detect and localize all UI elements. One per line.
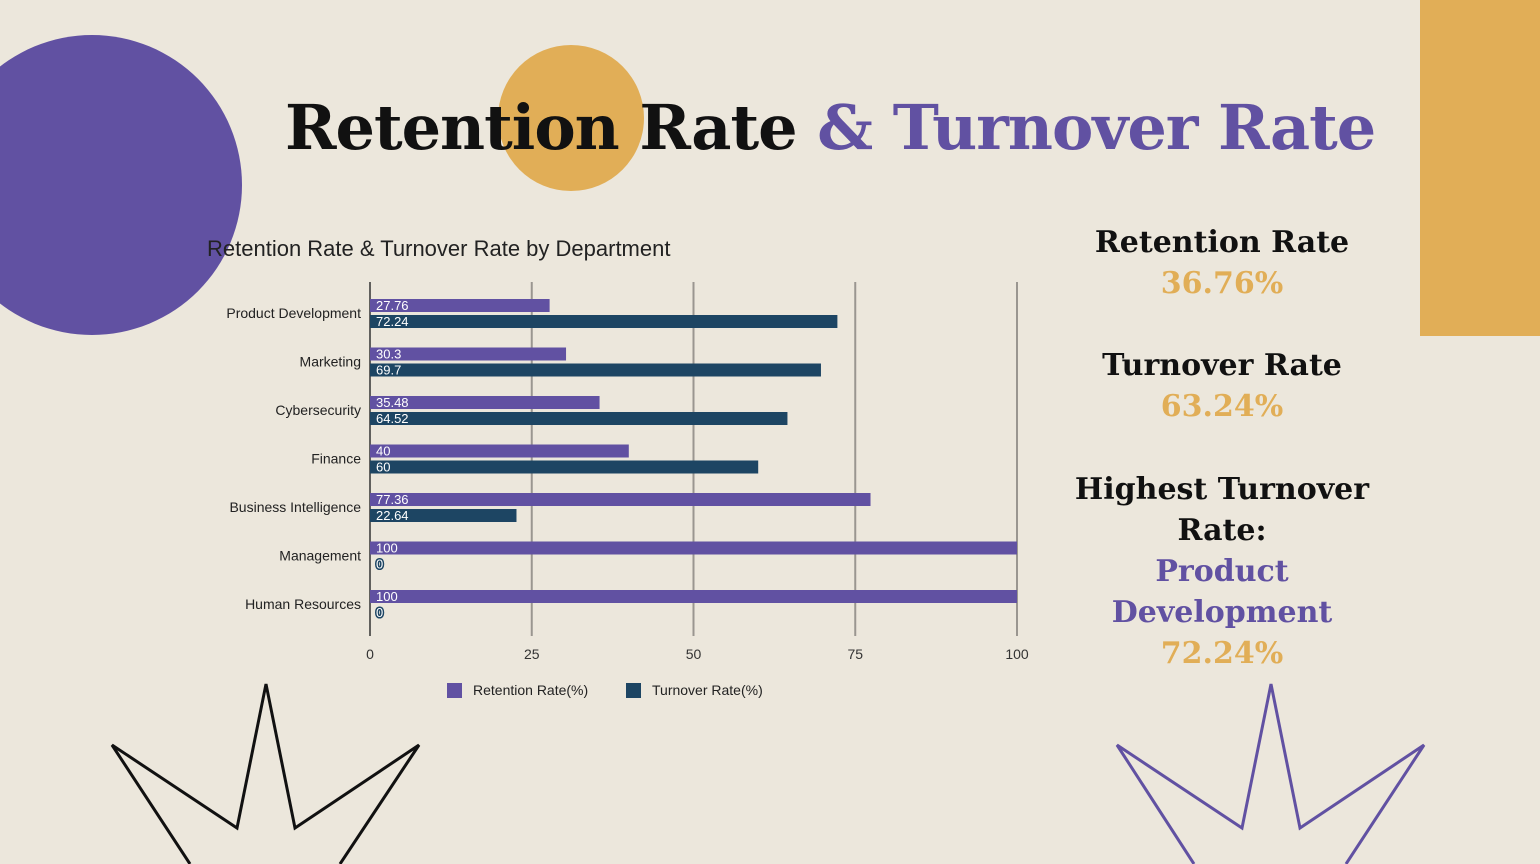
legend-swatch bbox=[626, 683, 641, 698]
decorative-black-star bbox=[110, 683, 421, 864]
category-label: Marketing bbox=[300, 354, 361, 370]
bar bbox=[370, 444, 629, 458]
legend-swatch bbox=[447, 683, 462, 698]
bar-data-label: 100 bbox=[376, 541, 398, 556]
highest-turnover-label-line2: Rate: bbox=[1177, 513, 1267, 548]
category-label: Human Resources bbox=[245, 596, 361, 612]
legend-label: Turnover Rate(%) bbox=[652, 682, 763, 698]
highest-turnover-dept-line2: Development bbox=[1111, 595, 1333, 630]
bar bbox=[370, 412, 788, 425]
bar bbox=[370, 299, 550, 312]
decorative-purple-star bbox=[1115, 683, 1426, 864]
page-title-part1: Retention Rate bbox=[285, 91, 798, 164]
bar-data-label: 77.36 bbox=[376, 492, 409, 507]
turnover-stat-value: 63.24% bbox=[1160, 389, 1284, 424]
bar-data-label: 64.52 bbox=[376, 411, 409, 426]
bar-data-label: 30.3 bbox=[376, 347, 401, 362]
highest-turnover-dept-line1: Product bbox=[1155, 554, 1289, 589]
x-tick-label: 75 bbox=[847, 646, 863, 662]
category-label: Product Development bbox=[226, 305, 361, 321]
category-label: Cybersecurity bbox=[275, 402, 361, 418]
bar-data-label: 100 bbox=[376, 589, 398, 604]
page-title: Retention Rate & Turnover Rate bbox=[285, 85, 1376, 171]
bar bbox=[370, 363, 821, 377]
x-tick-label: 25 bbox=[524, 646, 540, 662]
highest-turnover-label-line1: Highest Turnover bbox=[1074, 472, 1370, 507]
turnover-stat: Turnover Rate 63.24% bbox=[1060, 345, 1384, 427]
highest-turnover-value: 72.24% bbox=[1160, 636, 1284, 671]
bar bbox=[370, 347, 567, 361]
bar-data-label: 0 bbox=[376, 605, 383, 620]
x-tick-label: 0 bbox=[366, 646, 374, 662]
bar-data-label: 69.7 bbox=[376, 363, 401, 378]
retention-stat: Retention Rate 36.76% bbox=[1060, 222, 1384, 304]
bar-data-label: 60 bbox=[376, 460, 390, 475]
bar bbox=[370, 541, 1017, 555]
bar bbox=[370, 493, 871, 506]
bar-data-label: 0 bbox=[376, 557, 383, 572]
legend-label: Retention Rate(%) bbox=[473, 682, 588, 698]
x-tick-label: 50 bbox=[686, 646, 702, 662]
retention-stat-value: 36.76% bbox=[1160, 266, 1284, 301]
page-title-part2: & Turnover Rate bbox=[817, 91, 1376, 164]
bar-chart: Retention Rate & Turnover Rate by Depart… bbox=[207, 236, 1029, 698]
bar-data-label: 22.64 bbox=[376, 508, 409, 523]
bar-data-label: 72.24 bbox=[376, 314, 409, 329]
x-tick-label: 100 bbox=[1005, 646, 1029, 662]
highest-turnover-stat: Highest Turnover Rate: Product Developme… bbox=[1060, 469, 1384, 674]
bar bbox=[370, 590, 1017, 603]
decorative-purple-circle bbox=[0, 35, 242, 335]
bar-data-label: 40 bbox=[376, 444, 390, 459]
retention-stat-label: Retention Rate bbox=[1094, 225, 1350, 260]
bar bbox=[370, 315, 838, 328]
decorative-gold-circle bbox=[498, 45, 644, 191]
category-label: Finance bbox=[311, 451, 361, 467]
bar-data-label: 35.48 bbox=[376, 395, 409, 410]
bar-data-label: 27.76 bbox=[376, 298, 409, 313]
category-label: Business Intelligence bbox=[229, 499, 361, 515]
decorative-gold-rectangle bbox=[1420, 0, 1540, 336]
chart-title: Retention Rate & Turnover Rate by Depart… bbox=[207, 236, 670, 261]
bar bbox=[370, 460, 759, 474]
category-label: Management bbox=[279, 548, 361, 564]
bar bbox=[370, 396, 600, 409]
turnover-stat-label: Turnover Rate bbox=[1102, 348, 1342, 383]
bar bbox=[370, 509, 517, 522]
